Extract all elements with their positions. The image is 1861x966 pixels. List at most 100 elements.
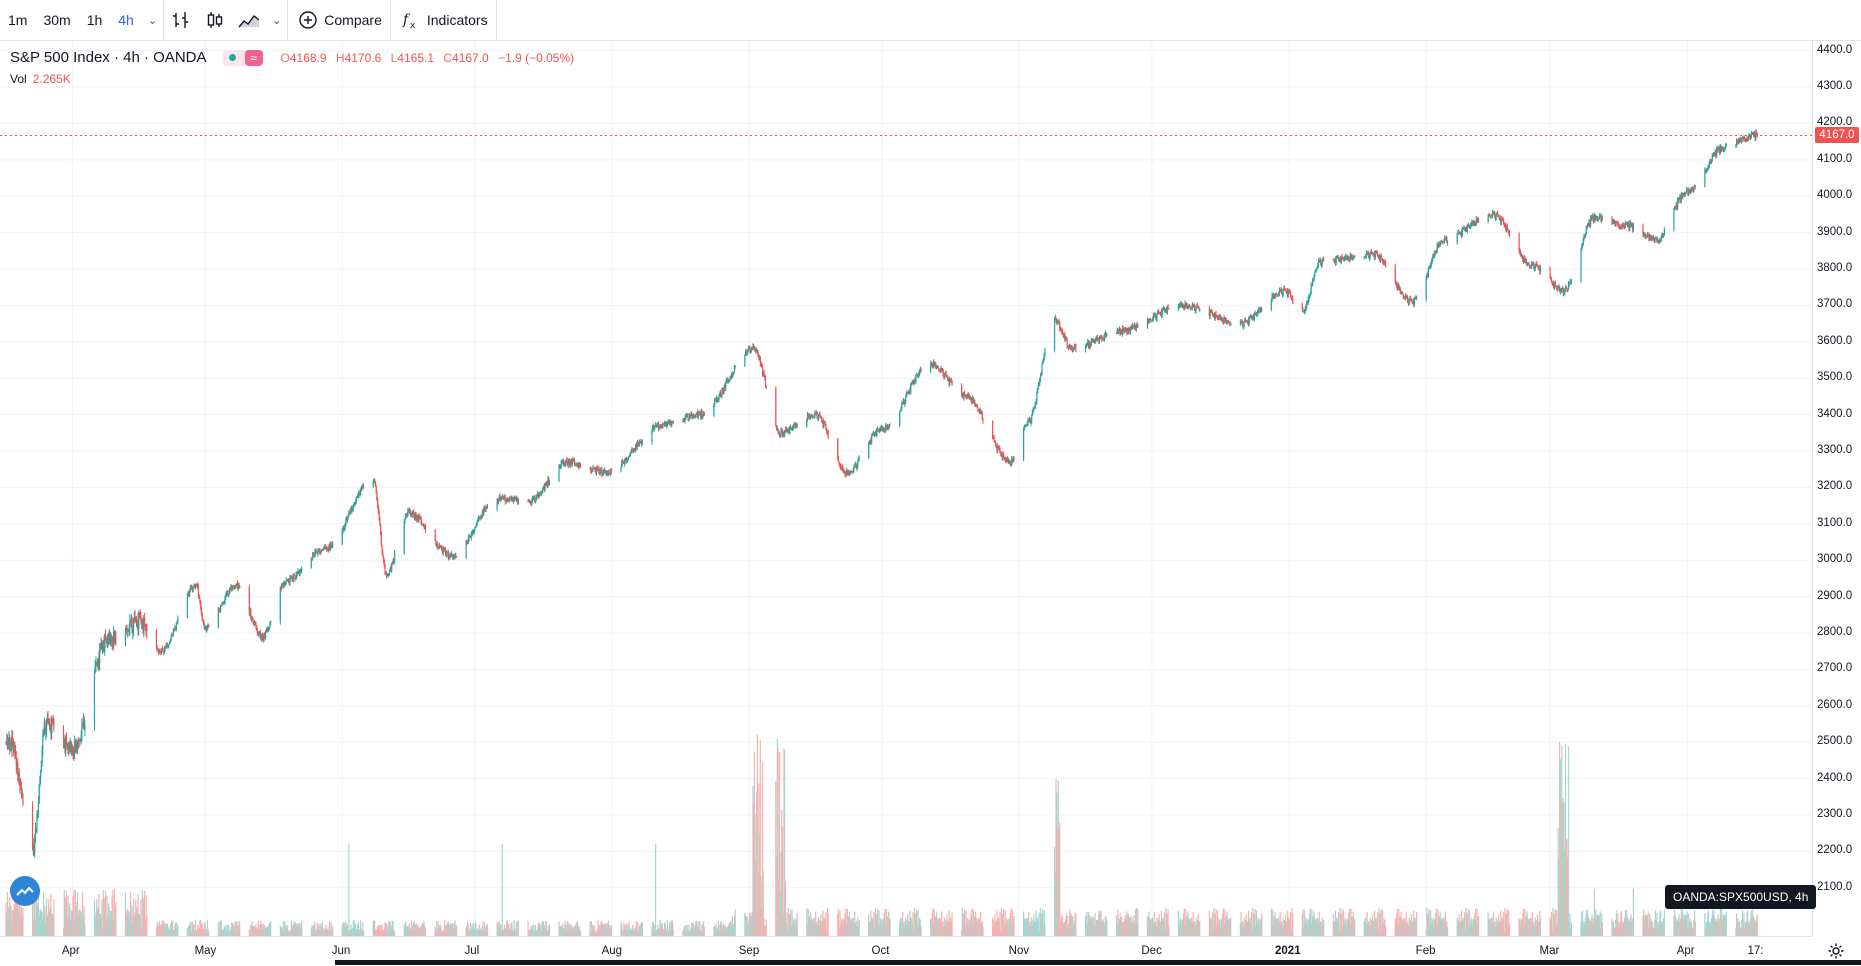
volume-bar	[1602, 922, 1603, 936]
volume-bar	[1633, 889, 1634, 936]
candle-body	[156, 631, 157, 647]
compare-button[interactable]: Compare	[288, 0, 390, 40]
candle-style-icon[interactable]	[198, 0, 232, 40]
volume-bar	[735, 909, 736, 936]
volume-bar	[301, 921, 302, 936]
volume-bar	[642, 923, 643, 936]
volume-bar	[239, 922, 240, 936]
volume-bar	[1571, 923, 1572, 936]
candle-body	[611, 470, 612, 472]
candle-body	[138, 618, 139, 629]
candle-body	[1529, 264, 1530, 266]
volume-bar	[1044, 923, 1045, 936]
volume-bar	[348, 844, 349, 936]
candle-body	[1323, 259, 1324, 260]
interval-1m-button[interactable]: 1m	[0, 0, 35, 40]
volume-bar	[1354, 919, 1355, 936]
interval-30m-button[interactable]: 30m	[35, 0, 78, 40]
candle-body	[1162, 310, 1163, 315]
candle-body	[1457, 233, 1458, 242]
candle-body	[977, 405, 978, 407]
candle-body	[961, 385, 962, 395]
volume-bar	[982, 927, 983, 936]
candle-body	[301, 568, 302, 571]
volume-bar	[859, 920, 860, 936]
candle-body	[456, 557, 457, 558]
candle-body	[1580, 248, 1581, 281]
candle-body	[1426, 277, 1427, 299]
volume-bar	[611, 926, 612, 936]
candle-body	[22, 795, 23, 805]
candle-body	[938, 368, 939, 370]
candle-body	[744, 355, 745, 366]
candle-body	[53, 723, 54, 729]
candle-body	[146, 629, 147, 630]
volume-bar	[502, 844, 503, 936]
candle-body	[1414, 300, 1415, 305]
candle-body	[84, 725, 85, 729]
candle-body	[311, 559, 312, 568]
candle-body	[1354, 256, 1355, 257]
candle-body	[99, 650, 100, 664]
volume-bar	[332, 927, 333, 936]
volume-bar	[1323, 920, 1324, 936]
chart-style-chevron-down-icon[interactable]: ⌄	[266, 14, 287, 27]
candle-body	[1075, 347, 1076, 352]
candle-body	[580, 464, 581, 468]
area-style-icon[interactable]	[232, 0, 266, 40]
candle-body	[394, 553, 395, 562]
volume-bar	[425, 928, 426, 936]
price-chart[interactable]	[0, 41, 1812, 936]
candle-body	[1633, 225, 1634, 231]
candle-body	[1395, 267, 1396, 282]
volume-bar	[920, 927, 921, 936]
interval-4h-button[interactable]: 4h	[110, 0, 142, 40]
candle-body	[1249, 318, 1250, 323]
candle-body	[828, 432, 829, 439]
candle-body	[1499, 216, 1500, 218]
volume-bar	[1726, 911, 1727, 936]
candle-body	[868, 442, 869, 458]
volume-bar	[456, 925, 457, 936]
candle-body	[1013, 458, 1014, 460]
volume-bar	[487, 924, 488, 936]
volume-bar	[1199, 921, 1200, 936]
candle-body	[1044, 350, 1045, 354]
indicators-label: Indicators	[427, 12, 488, 28]
volume-bar	[797, 913, 798, 936]
candle-body	[1478, 219, 1479, 222]
candle-body	[36, 817, 37, 832]
volume-bar	[1106, 921, 1107, 936]
candle-body	[642, 442, 643, 443]
candle-body	[890, 424, 891, 425]
candle-body	[1210, 312, 1211, 316]
candle-body	[775, 388, 776, 426]
candle-body	[821, 418, 822, 421]
candle-body	[280, 587, 281, 621]
interval-1h-button[interactable]: 1h	[79, 0, 111, 40]
bar-style-icon[interactable]	[164, 0, 198, 40]
volume-bar	[146, 915, 147, 936]
volume-bar	[53, 899, 54, 936]
volume-bar	[890, 919, 891, 936]
candle-body	[162, 648, 163, 651]
volume-bar	[549, 924, 550, 936]
candle-body	[920, 370, 921, 372]
candle-body	[735, 366, 736, 367]
candle-body	[549, 482, 550, 483]
candle-body	[342, 529, 343, 544]
volume-bar	[1168, 927, 1169, 936]
candle-body	[1540, 268, 1541, 272]
candle-body	[1602, 217, 1603, 218]
candle-body	[819, 414, 820, 415]
candle-body	[51, 723, 52, 733]
candle-body	[208, 625, 209, 627]
volume-bar	[1385, 927, 1386, 936]
interval-chevron-down-icon[interactable]: ⌄	[142, 14, 163, 27]
chart-pane[interactable]	[0, 41, 1813, 936]
volume-bar	[655, 844, 656, 936]
volume-bar	[1075, 913, 1076, 936]
candle-body	[1497, 213, 1498, 214]
